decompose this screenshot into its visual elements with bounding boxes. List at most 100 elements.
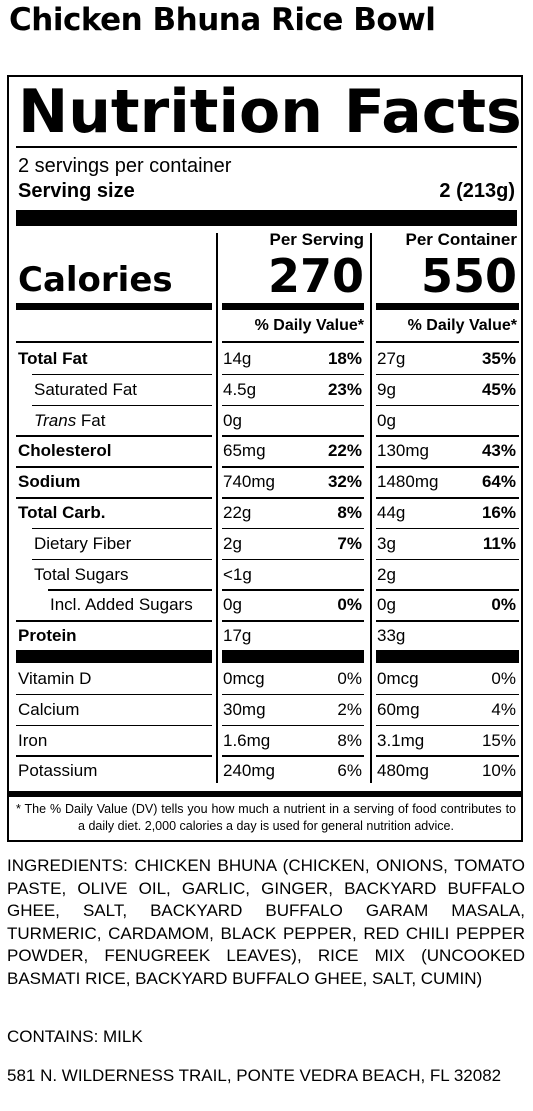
serving-daily-value: 32% bbox=[327, 472, 362, 492]
row-divider bbox=[32, 527, 212, 530]
serving-daily-value: 0% bbox=[337, 595, 362, 615]
container-amount: 480mg bbox=[377, 761, 429, 781]
row-divider bbox=[222, 755, 364, 757]
row-divider bbox=[222, 589, 364, 591]
nutrient-name: Iron bbox=[18, 730, 48, 750]
nutrient-name: Total Fat bbox=[18, 349, 88, 368]
servings-per-container: 2 servings per container bbox=[18, 155, 232, 177]
row-divider bbox=[16, 650, 212, 663]
row-divider bbox=[16, 620, 212, 622]
nutrient-name-italic: Trans bbox=[34, 410, 77, 430]
row-divider bbox=[376, 693, 519, 696]
divider bbox=[16, 146, 517, 148]
row-divider bbox=[222, 620, 364, 622]
row-divider bbox=[376, 724, 519, 727]
daily-value-header-serving: % Daily Value* bbox=[254, 317, 364, 334]
row-divider bbox=[376, 527, 519, 530]
serving-amount: 0g bbox=[223, 410, 242, 430]
nutrient-name: Calcium bbox=[18, 699, 80, 719]
row-divider bbox=[222, 341, 364, 343]
container-daily-value: 4% bbox=[491, 699, 516, 719]
calories-label: Calories bbox=[18, 260, 173, 300]
nutrient-name: Incl. Added Sugars bbox=[50, 595, 193, 615]
container-daily-value: 64% bbox=[481, 472, 516, 492]
container-daily-value: 15% bbox=[481, 730, 516, 750]
serving-amount: 14g bbox=[223, 349, 252, 368]
container-daily-value: 35% bbox=[481, 349, 516, 368]
row-divider bbox=[376, 466, 519, 468]
serving-amount: <1g bbox=[223, 564, 252, 584]
row-divider bbox=[376, 589, 519, 591]
nutrient-name: Total Sugars bbox=[34, 564, 129, 584]
per-serving-header: Per Serving bbox=[269, 230, 365, 249]
nutrient-name: Trans Fat bbox=[34, 411, 106, 431]
container-amount: 0g bbox=[377, 410, 396, 430]
container-amount: 44g bbox=[377, 503, 406, 522]
serving-amount: 65mg bbox=[223, 441, 266, 461]
row-divider bbox=[16, 466, 212, 468]
container-amount: 9g bbox=[377, 379, 396, 399]
container-daily-value: 0% bbox=[491, 669, 516, 688]
serving-amount: 0g bbox=[223, 595, 242, 615]
serving-size-label: Serving size bbox=[18, 180, 135, 202]
serving-daily-value: 18% bbox=[327, 349, 362, 368]
row-divider bbox=[376, 620, 519, 622]
serving-daily-value: 2% bbox=[337, 699, 362, 719]
row-divider bbox=[222, 497, 364, 499]
serving-amount: 4.5g bbox=[223, 379, 257, 399]
container-amount: 60mg bbox=[377, 699, 420, 719]
container-daily-value: 45% bbox=[481, 379, 516, 399]
container-amount: 3.1mg bbox=[377, 730, 425, 750]
container-amount: 2g bbox=[377, 564, 396, 584]
nutrient-name-rest: Fat bbox=[76, 410, 106, 430]
nutrition-facts-panel: Nutrition Facts 2 servings per container… bbox=[7, 75, 523, 842]
nutrient-name: Total Carb. bbox=[18, 503, 106, 522]
container-daily-value: 11% bbox=[482, 533, 516, 553]
row-divider bbox=[222, 724, 364, 727]
serving-amount: 22g bbox=[223, 503, 252, 522]
row-divider bbox=[16, 755, 212, 757]
serving-daily-value: 8% bbox=[337, 730, 362, 750]
serving-amount: 17g bbox=[223, 626, 252, 646]
container-amount: 130mg bbox=[377, 441, 429, 461]
container-amount: 33g bbox=[377, 626, 406, 646]
serving-amount: 240mg bbox=[223, 761, 275, 781]
container-daily-value: 0% bbox=[491, 595, 516, 615]
calories-per-container: 550 bbox=[420, 249, 517, 303]
row-divider bbox=[376, 404, 519, 407]
row-divider bbox=[16, 341, 212, 343]
nutrition-facts-heading: Nutrition Facts bbox=[18, 77, 522, 147]
serving-size-value: 2 (213g) bbox=[439, 180, 515, 202]
per-container-header: Per Container bbox=[405, 230, 517, 249]
row-divider bbox=[376, 373, 519, 376]
row-divider bbox=[48, 589, 212, 591]
ingredients-text: INGREDIENTS: CHICKEN BHUNA (CHICKEN, ONI… bbox=[7, 856, 525, 988]
row-divider bbox=[222, 373, 364, 376]
nutrient-name: Protein bbox=[18, 626, 77, 646]
container-daily-value: 10% bbox=[481, 761, 516, 781]
serving-amount: 2g bbox=[223, 533, 242, 553]
nutrient-name: Sodium bbox=[18, 472, 81, 492]
column-divider-right bbox=[370, 233, 372, 783]
calories-rule-container bbox=[376, 303, 519, 310]
daily-value-footnote: * The % Daily Value (DV) tells you how m… bbox=[16, 802, 516, 833]
calories-rule-label bbox=[16, 303, 212, 310]
serving-amount: 740mg bbox=[223, 472, 275, 492]
row-divider bbox=[376, 650, 519, 663]
row-divider bbox=[16, 497, 212, 499]
container-amount: 0g bbox=[377, 595, 396, 615]
row-divider bbox=[222, 650, 364, 663]
container-amount: 0mcg bbox=[377, 669, 419, 688]
serving-daily-value: 22% bbox=[327, 441, 362, 461]
row-divider bbox=[222, 404, 364, 407]
nutrient-name: Potassium bbox=[18, 761, 98, 781]
serving-daily-value: 23% bbox=[327, 379, 362, 399]
row-divider bbox=[376, 435, 519, 437]
serving-amount: 30mg bbox=[223, 699, 266, 719]
row-divider bbox=[222, 466, 364, 468]
calories-per-serving: 270 bbox=[267, 249, 364, 303]
product-title: Chicken Bhuna Rice Bowl bbox=[9, 2, 436, 38]
allergen-statement: CONTAINS: MILK bbox=[7, 1027, 143, 1046]
nutrient-name: Cholesterol bbox=[18, 441, 112, 461]
serving-amount: 0mcg bbox=[223, 669, 265, 688]
